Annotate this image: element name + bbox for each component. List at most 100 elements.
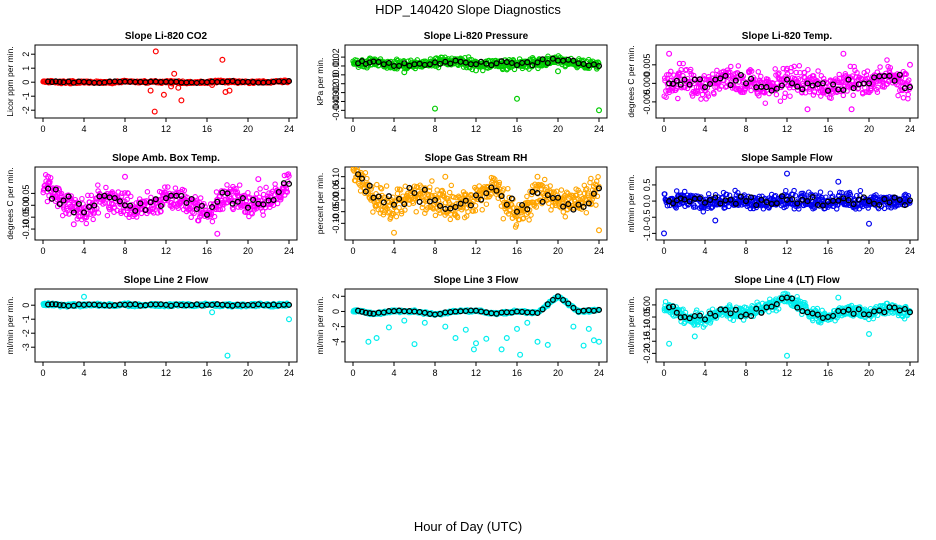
y-axis-label: ml/min per min.	[315, 296, 325, 354]
hourly-point	[132, 301, 139, 308]
hourly-point	[840, 86, 847, 94]
hourly-point	[132, 207, 139, 214]
hourly-point	[876, 201, 883, 208]
data-point	[817, 189, 824, 195]
hourly-point	[590, 61, 597, 68]
outlier-point	[840, 50, 847, 57]
data-point	[526, 217, 532, 223]
data-point	[256, 194, 263, 201]
hourly-point	[595, 306, 603, 313]
data-point	[429, 178, 435, 184]
hourly-point	[472, 192, 480, 199]
hourly-point	[447, 60, 454, 67]
hourly-point	[804, 80, 811, 87]
hourly-point	[48, 195, 56, 202]
data-point	[698, 96, 704, 102]
hourly-point	[896, 71, 903, 78]
hourly-point	[748, 194, 755, 201]
y-tick-label: -0.05	[21, 207, 31, 228]
x-tick-label: 0	[40, 124, 45, 134]
hourly-point	[681, 196, 688, 203]
y-axis-label: ml/min per min.	[5, 296, 15, 354]
hourly-point	[519, 201, 526, 209]
data-point	[772, 66, 778, 72]
hourly-point	[209, 203, 216, 211]
data-point	[791, 187, 797, 194]
data-point	[128, 193, 134, 200]
data-point	[385, 203, 392, 209]
data-point	[139, 206, 146, 212]
x-tick-label: 0	[661, 246, 666, 256]
hourly-point	[539, 306, 546, 313]
hourly-point	[544, 301, 551, 308]
hourly-point	[742, 198, 750, 205]
x-tick-label: 4	[81, 368, 86, 378]
hourly-point	[686, 81, 693, 88]
hourly-point	[60, 197, 67, 204]
data-point	[374, 181, 380, 188]
data-point	[497, 186, 503, 193]
x-tick-label: 0	[661, 368, 666, 378]
data-point	[479, 207, 485, 213]
x-tick-label: 8	[122, 124, 127, 134]
hourly-point	[168, 302, 175, 309]
hourly-point	[70, 209, 77, 216]
outlier-point	[70, 221, 77, 228]
y-tick-label: -1	[21, 92, 31, 100]
hourly-point	[447, 205, 454, 212]
outlier-point	[498, 346, 505, 353]
data-point	[175, 205, 181, 212]
data-point	[905, 91, 911, 98]
y-axis-label: ml/min per min.	[626, 174, 636, 232]
data-point	[810, 92, 817, 98]
data-point	[773, 91, 780, 98]
x-tick-label: 4	[702, 246, 707, 256]
data-point	[245, 189, 251, 196]
hourly-point	[362, 309, 369, 316]
hourly-point	[362, 188, 369, 195]
data-point	[805, 66, 811, 73]
hourly-point	[147, 199, 154, 206]
data-point	[284, 189, 291, 195]
y-tick-label: -0.02	[331, 82, 341, 103]
x-tick-label: 0	[350, 246, 355, 256]
data-point	[124, 196, 130, 203]
hourly-point	[819, 202, 826, 209]
data-point	[560, 209, 567, 215]
data-point	[364, 175, 370, 182]
data-point	[673, 205, 679, 211]
data-point	[437, 210, 443, 216]
hourly-point	[534, 189, 541, 197]
data-point	[588, 175, 594, 182]
hourly-point	[45, 78, 52, 85]
hourly-point	[401, 201, 408, 208]
outlier-point	[147, 87, 154, 94]
outlier-point	[421, 319, 428, 326]
x-tick-label: 16	[202, 368, 212, 378]
x-tick-label: 4	[391, 124, 396, 134]
y-tick-label: 2	[331, 294, 341, 299]
x-tick-label: 12	[782, 246, 792, 256]
data-point	[559, 202, 565, 209]
points	[350, 167, 603, 236]
data-point	[782, 90, 788, 97]
hourly-point	[52, 186, 59, 193]
hourly-point	[778, 82, 785, 89]
data-point	[709, 71, 716, 77]
hourly-point	[809, 82, 816, 89]
points	[350, 53, 603, 114]
data-point	[399, 208, 405, 215]
hourly-point	[80, 209, 88, 216]
hourly-point	[783, 76, 791, 83]
outlier-point	[175, 84, 182, 91]
panel-title: Slope Line 3 Flow	[434, 275, 519, 286]
data-point	[900, 95, 907, 101]
hourly-point	[366, 182, 373, 189]
hourly-point	[203, 211, 211, 218]
hourly-point	[850, 201, 857, 208]
hourly-point	[707, 80, 714, 88]
hourly-point	[355, 307, 362, 314]
hourly-point	[580, 203, 587, 210]
hourly-point	[56, 200, 63, 208]
